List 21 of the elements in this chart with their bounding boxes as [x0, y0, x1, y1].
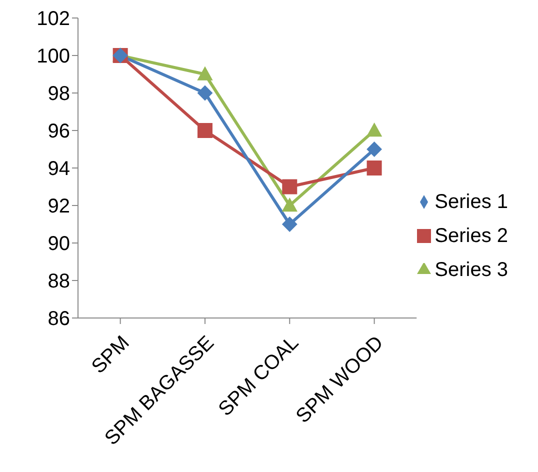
y-tick-label: 88: [48, 270, 70, 293]
point: [282, 198, 298, 212]
y-tick-label: 94: [48, 158, 70, 180]
point: [282, 179, 298, 194]
point: [197, 123, 212, 138]
y-tick-label: 102: [36, 8, 70, 30]
point: [197, 66, 212, 80]
point: [366, 160, 382, 176]
point: [366, 123, 382, 137]
y-tick-label: 98: [48, 83, 70, 106]
point: [197, 86, 212, 100]
y-tick-label: 92: [48, 196, 70, 218]
legend-label: Series 2: [434, 224, 508, 246]
legend-label: Series 1: [434, 190, 508, 212]
legend-label: Series 3: [434, 258, 508, 280]
y-tick-label: 96: [48, 120, 70, 143]
point: [366, 142, 382, 157]
y-tick-label: 100: [36, 46, 70, 68]
y-tick-label: 86: [48, 308, 70, 330]
point: [282, 216, 298, 232]
y-tick-label: 90: [48, 233, 70, 256]
